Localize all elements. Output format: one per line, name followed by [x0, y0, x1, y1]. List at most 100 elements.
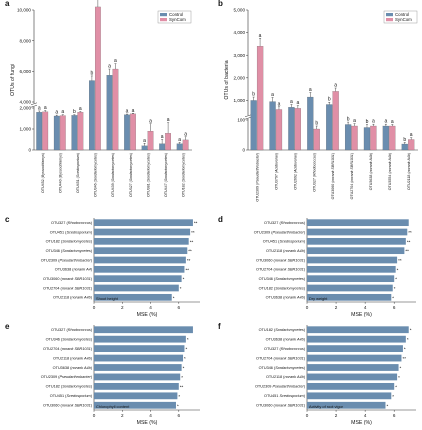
sig-letter-a-0-5: a: [126, 109, 129, 115]
significance-c-1: **: [191, 230, 195, 235]
panel-letter-b: b: [218, 0, 223, 8]
sig-letter-a-0-3: b: [91, 70, 94, 76]
significance-d-8: *: [392, 295, 394, 300]
hbar-f-8: [307, 401, 386, 409]
sig-letter-b-1-2: a: [296, 100, 299, 106]
hbar-label-c-5: OTU3638 (norank A4): [55, 268, 93, 272]
sig-letter-a-1-6: a: [149, 118, 152, 124]
x-axis-label-e: MSE (%): [137, 420, 158, 426]
x-tick-label-e-3: 6: [178, 413, 181, 418]
panel-letter-c: c: [5, 215, 10, 224]
x-category-label-a-7: OTU447 (Sordariomycetes): [164, 153, 168, 197]
bar-b-0-3: [307, 96, 314, 151]
y-tick-label-a-3: 4,000: [20, 100, 32, 105]
x-category-label-a-3: OTU346 (Sordariomycetes): [94, 153, 98, 197]
y-tick-label-a-0: 0: [28, 148, 31, 153]
panel-letter-a: a: [5, 0, 10, 8]
hbar-label-e-4: OTU3638 (norank A4b): [53, 366, 93, 370]
hbar-e-6: [94, 382, 179, 390]
x-tick-label-f-1: 2: [335, 413, 338, 418]
hbar-label-f-7: OTU451 Scedosporium): [264, 394, 306, 398]
hbar-c-1: [94, 228, 191, 236]
significance-c-6: *: [183, 277, 185, 282]
trait-label-f: Activity of root vigor: [309, 404, 344, 409]
hbar-e-4: [94, 364, 182, 371]
axis-break-mask-b: [245, 115, 251, 119]
hbar-d-5: [307, 265, 396, 273]
bar-a-0-1: [53, 115, 60, 151]
legend-swatch-syncom-a: [160, 18, 167, 22]
hbar-label-c-8: OTU2118 (norank A4b): [53, 296, 93, 300]
y-tick-label-b-0: 0: [242, 148, 245, 153]
hbar-label-f-6: OTU2309 Pseudarthrobacter): [255, 385, 306, 389]
bar-a-1-0: [42, 111, 49, 151]
hbar-label-e-3: OTU2118 (norank A4b): [53, 356, 93, 360]
bar-b-0-2: [288, 107, 295, 151]
x-category-label-a-8: OTU182 (Sordariomycetes): [181, 153, 185, 197]
legend-label-control-b: Control: [395, 12, 409, 17]
bar-b-1-3: [313, 128, 320, 151]
x-tick-label-d-2: 4: [364, 305, 367, 310]
x-tick-label-e-0: 0: [93, 413, 96, 418]
x-category-label-a-1: OTU440 (Byssochlamys): [59, 153, 63, 193]
bar-b-0-6: [363, 127, 371, 151]
bar-b-1-0: [256, 46, 264, 151]
sig-letter-a-1-4: a: [114, 58, 117, 64]
hbar-label-f-1: OTU3638 (norank A4b): [266, 337, 306, 341]
sig-letter-b-0-5: b: [347, 117, 350, 123]
sig-letter-a-0-4: a: [108, 64, 111, 70]
hbar-label-f-4: OTU346 (Sordariomycetes): [259, 366, 306, 370]
y-tick-label-b-3: 2,000: [234, 75, 246, 80]
hbar-label-d-3: OTU2118 (norank A4b): [266, 249, 306, 253]
hbar-c-2: [94, 237, 189, 245]
bar-b-0-8: [401, 143, 408, 151]
sig-letter-b-0-6: b: [366, 119, 369, 125]
sig-letter-b-1-4: a: [334, 83, 337, 89]
x-tick-label-e-2: 4: [149, 413, 152, 418]
bar-a-1-4: [112, 68, 119, 151]
x-category-label-a-5: OTU327 (Sordariomycetes): [129, 153, 133, 197]
hbar-label-f-5: OTU2118 (norank A4b): [266, 375, 306, 379]
significance-d-2: **: [407, 239, 411, 244]
significance-f-2: *: [404, 347, 406, 352]
legend-swatch-control-a: [160, 13, 167, 17]
panel-letter-d: d: [218, 215, 223, 224]
x-tick-label-f-3: 6: [393, 413, 396, 418]
hbar-label-e-8: OTU3060 (norank SBR1031): [43, 404, 93, 408]
hbar-label-f-8: OTU3060 (norank SBR1031): [256, 404, 306, 408]
hbar-c-0: [94, 219, 193, 227]
hbar-label-c-4: OTU2309 (Pseudarthrobacter): [41, 258, 93, 262]
x-axis-label-c: MSE (%): [137, 312, 158, 318]
sig-letter-b-1-7: a: [391, 119, 394, 125]
significance-c-3: **: [188, 249, 192, 254]
hbar-d-0: [307, 219, 409, 227]
x-category-label-b-4: OTU3060 (norank SBR1031): [331, 153, 335, 199]
sig-letter-a-1-8: a: [184, 131, 187, 137]
hbar-f-4: [307, 364, 399, 371]
significance-f-0: *: [410, 328, 412, 333]
sig-letter-a-0-6: a: [143, 138, 146, 144]
sig-letter-b-1-0: a: [259, 33, 262, 39]
hbar-c-7: [94, 284, 179, 292]
significance-c-7: *: [180, 286, 182, 291]
hbar-label-c-2: OTU182 (Sordariomycetes): [46, 240, 93, 244]
bar-b-1-1: [275, 109, 283, 151]
significance-d-5: *: [397, 267, 399, 272]
x-category-label-b-8: OTU2118 (norank A4b): [407, 153, 411, 190]
sig-letter-b-0-3: a: [309, 87, 312, 93]
bar-b-0-4: [326, 104, 333, 151]
panel-letter-f: f: [218, 322, 221, 331]
axis-break-a-1: [30, 104, 38, 108]
hbar-e-7: [94, 392, 178, 400]
x-tick-label-c-3: 6: [178, 305, 181, 310]
bar-a-0-3: [89, 80, 95, 151]
significance-f-3: **: [402, 356, 406, 361]
y-axis-label-a: OTUs of fungi: [10, 64, 16, 96]
significance-e-7: *: [178, 394, 180, 399]
x-category-label-a-2: OTU451 (Scedosporium): [76, 153, 80, 193]
hbar-f-6: [307, 382, 395, 390]
x-tick-label-c-2: 4: [149, 305, 152, 310]
hbar-e-5: [94, 373, 181, 381]
sig-letter-a-0-2: b: [73, 109, 76, 115]
significance-f-7: *: [392, 394, 394, 399]
